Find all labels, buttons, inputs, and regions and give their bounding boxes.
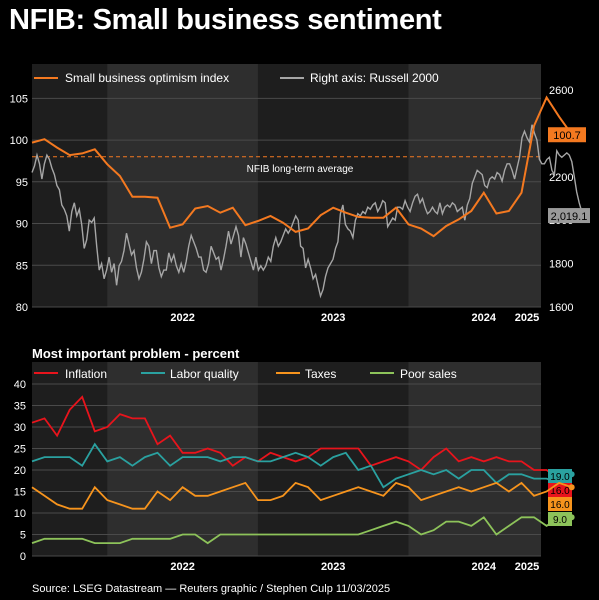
labor-quality-line [31,442,573,489]
top-y-tick-label: 85 [16,260,28,272]
legend-russell-label: Right axis: Russell 2000 [310,71,439,85]
bottom-x-tick-label: 2023 [321,561,345,573]
top-x-tick-label: 2022 [170,312,194,324]
bottom-y-tick-label: 20 [14,465,26,477]
bottom-y-tick-label: 40 [14,379,26,391]
optimism-index-line [31,95,573,238]
russell-2000-line [31,124,585,299]
top-y-right-tick-label: 2200 [549,172,573,184]
legend-poor-sales-label: Poor sales [400,367,457,381]
page-title: NFIB: Small business sentiment [9,4,442,36]
bottom-y-tick-label: 0 [20,551,26,563]
top-x-tick-label: 2025 [515,312,539,324]
russell-end-label-box [548,208,590,224]
chart-subtitle: Most important problem - percent [32,346,240,361]
top-y-tick-label: 90 [16,219,28,231]
top-x-tick-label: 2024 [472,312,497,324]
bottom-y-tick-label: 30 [14,422,26,434]
bottom-year-band [107,362,258,556]
bottom-y-tick-label: 35 [14,401,26,413]
legend-inflation-label: Inflation [65,367,107,381]
labor-quality-end-label: 19.0 [550,472,570,483]
optimism-end-label: 100.7 [553,130,581,142]
top-y-tick-label: 100 [10,135,28,147]
top-y-tick-label: 80 [16,302,28,314]
inflation-end-label: 16.0 [550,486,570,497]
bottom-x-tick-label: 2025 [515,561,539,573]
bottom-y-tick-label: 10 [14,508,26,520]
russell-end-label: 2,019.1 [551,211,588,223]
top-y-right-tick-label: 1800 [549,259,573,271]
top-y-tick-label: 95 [16,177,28,189]
bottom-y-tick-label: 25 [14,444,26,456]
bottom-x-tick-label: 2024 [472,561,497,573]
taxes-end-dot [568,484,575,491]
poor-sales-end-label: 9.0 [553,515,567,526]
legend-labor-quality-label: Labor quality [170,367,239,381]
top-y-right-tick-label: 2600 [549,85,573,97]
taxes-end-label: 16.0 [550,500,570,511]
inflation-line [31,395,573,488]
poor-sales-end-label-box [548,512,572,526]
bottom-x-tick-label: 2022 [170,561,194,573]
legend-taxes-label: Taxes [305,367,336,381]
top-year-band [408,64,541,307]
top-y-right-tick-label: 1600 [549,302,573,314]
bottom-y-tick-label: 15 [14,487,26,499]
bottom-y-tick-label: 5 [20,530,26,542]
top-y-tick-label: 105 [10,93,28,105]
taxes-line [31,481,572,510]
poor-sales-line [31,516,572,545]
source-note: Source: LSEG Datastream — Reuters graphi… [32,583,391,595]
legend-optimism-label: Small business optimism index [65,71,229,85]
top-x-tick-label: 2023 [321,312,345,324]
long-term-average-label: NFIB long-term average [247,164,354,175]
taxes-end-label-box [548,497,572,511]
labor-quality-end-label-box [548,469,572,483]
optimism-end-label-box [548,127,586,143]
